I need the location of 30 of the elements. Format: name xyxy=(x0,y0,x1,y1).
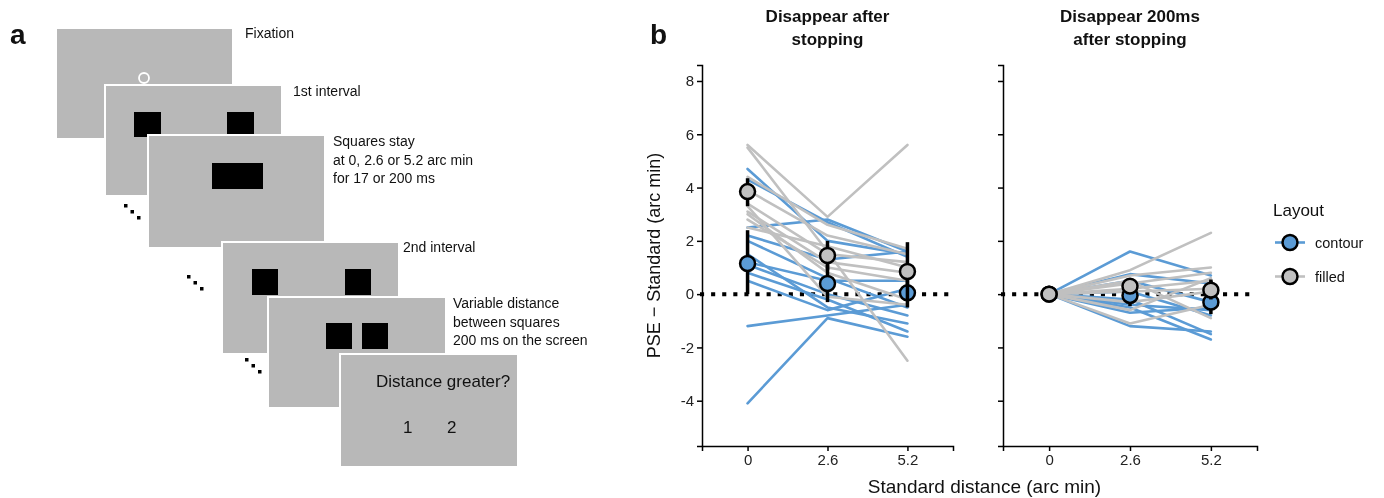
text: Variable distance between squares 200 ms on the screen xyxy=(453,295,588,348)
text: 1st interval xyxy=(293,83,361,99)
text: b xyxy=(650,19,668,50)
x-tick-label: 5.2 xyxy=(1200,450,1222,468)
y-tick-label: -4 xyxy=(680,392,694,410)
y-tick-label: 2 xyxy=(685,232,694,250)
text: 2nd interval xyxy=(403,239,476,255)
y-tick-label: -2 xyxy=(680,338,694,356)
x-tick-label: 2.6 xyxy=(817,450,839,468)
text: Squares stay at 0, 2.6 or 5.2 arc min for 17 or 200 ms xyxy=(333,133,474,186)
chart-title: Disappear after stopping xyxy=(765,7,890,49)
y-tick-label: 6 xyxy=(685,125,694,143)
x-tick-label: 0 xyxy=(1045,450,1054,468)
x-tick-label: 0 xyxy=(743,450,753,468)
text: 2 xyxy=(447,418,457,437)
legend-label: filled xyxy=(1315,268,1345,285)
y-axis-title: PSE − Standard (arc min) xyxy=(644,152,664,359)
chart-title: Disappear 200ms after stopping xyxy=(1060,7,1200,49)
y-tick-label: 0 xyxy=(685,285,694,303)
x-tick-label: 2.6 xyxy=(1120,450,1141,468)
legend-label: contour xyxy=(1315,234,1364,251)
text: Distance greater? xyxy=(376,372,511,391)
text: a xyxy=(10,19,26,50)
x-axis-title: Standard distance (arc min) xyxy=(867,476,1102,497)
y-tick-label: 4 xyxy=(685,178,694,196)
y-tick-label: 8 xyxy=(685,72,694,90)
text: Fixation xyxy=(245,25,295,41)
x-tick-label: 5.2 xyxy=(897,450,919,468)
text: 1 xyxy=(403,418,413,437)
legend-title: Layout xyxy=(1273,200,1325,220)
